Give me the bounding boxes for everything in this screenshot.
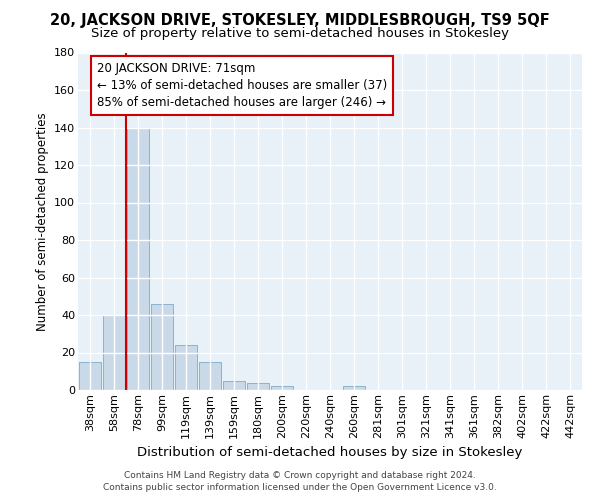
- Bar: [271, 386, 293, 390]
- Y-axis label: Number of semi-detached properties: Number of semi-detached properties: [35, 112, 49, 330]
- Text: Size of property relative to semi-detached houses in Stokesley: Size of property relative to semi-detach…: [91, 28, 509, 40]
- Bar: [79, 362, 101, 390]
- Bar: [247, 382, 269, 390]
- Text: 20, JACKSON DRIVE, STOKESLEY, MIDDLESBROUGH, TS9 5QF: 20, JACKSON DRIVE, STOKESLEY, MIDDLESBRO…: [50, 12, 550, 28]
- Bar: [127, 128, 149, 390]
- Bar: [223, 380, 245, 390]
- Text: 20 JACKSON DRIVE: 71sqm
← 13% of semi-detached houses are smaller (37)
85% of se: 20 JACKSON DRIVE: 71sqm ← 13% of semi-de…: [97, 62, 388, 109]
- Bar: [103, 315, 125, 390]
- Bar: [175, 345, 197, 390]
- Bar: [151, 304, 173, 390]
- Bar: [199, 362, 221, 390]
- X-axis label: Distribution of semi-detached houses by size in Stokesley: Distribution of semi-detached houses by …: [137, 446, 523, 459]
- Text: Contains HM Land Registry data © Crown copyright and database right 2024.
Contai: Contains HM Land Registry data © Crown c…: [103, 471, 497, 492]
- Bar: [343, 386, 365, 390]
